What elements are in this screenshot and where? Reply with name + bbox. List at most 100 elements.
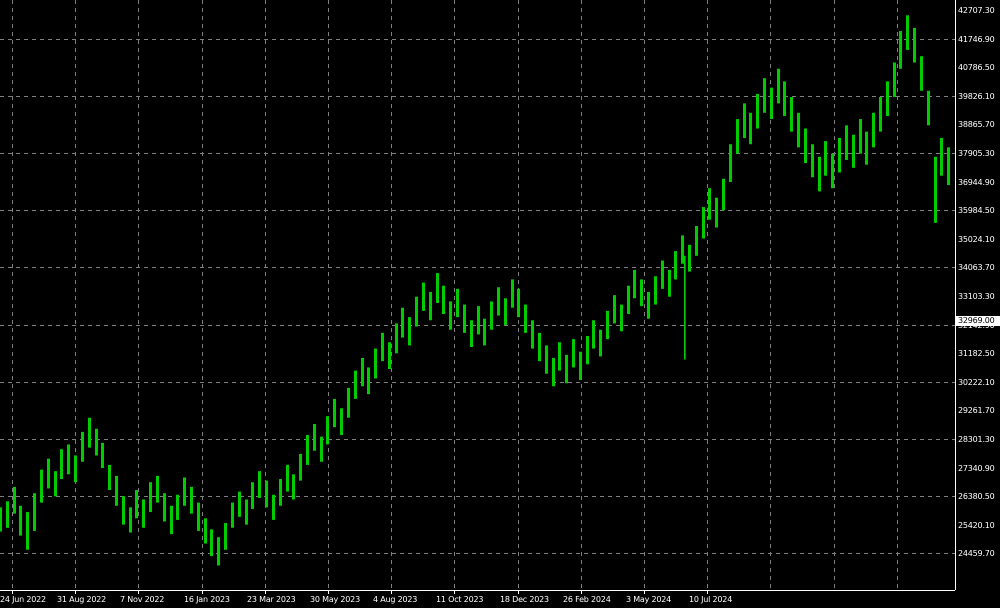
price-bar bbox=[661, 260, 664, 289]
time-axis-label: 31 Aug 2022 bbox=[57, 595, 107, 604]
chart-plot-area[interactable] bbox=[0, 0, 955, 590]
time-axis-label: 26 Feb 2024 bbox=[563, 595, 611, 604]
price-bar bbox=[135, 490, 138, 519]
price-bar bbox=[279, 479, 282, 506]
price-bar bbox=[286, 464, 289, 492]
price-bar bbox=[613, 295, 616, 324]
price-axis-label: 24459.70 bbox=[958, 549, 995, 559]
price-bar bbox=[19, 505, 22, 536]
axis-corner bbox=[955, 590, 1000, 608]
time-axis-tick bbox=[391, 590, 392, 594]
time-axis-label: 4 Aug 2023 bbox=[373, 595, 418, 604]
time-axis-line bbox=[0, 590, 955, 591]
price-bar bbox=[470, 320, 473, 347]
price-axis-label: 29261.70 bbox=[958, 406, 995, 416]
price-bar bbox=[292, 474, 295, 500]
price-bar bbox=[592, 320, 595, 349]
time-axis-tick bbox=[707, 590, 708, 594]
time-axis-label: 18 Dec 2023 bbox=[500, 595, 549, 604]
price-bar bbox=[736, 119, 739, 154]
price-bar bbox=[361, 358, 364, 387]
price-axis-label: 31182.50 bbox=[958, 349, 995, 359]
current-bar bbox=[684, 255, 686, 360]
price-axis-label: 37905.30 bbox=[958, 149, 995, 158]
price-bar bbox=[824, 141, 827, 176]
time-axis[interactable]: 24 Jun 2022 31 Aug 2022 7 Nov 2022 16 Jan 2… bbox=[0, 590, 955, 608]
price-bar bbox=[504, 298, 507, 325]
price-bar bbox=[668, 269, 671, 297]
time-axis-label: 7 Nov 2022 bbox=[120, 595, 165, 604]
price-bar bbox=[183, 477, 186, 506]
price-bar bbox=[429, 291, 432, 321]
price-bar bbox=[13, 486, 16, 514]
price-bar bbox=[777, 68, 780, 104]
price-bar bbox=[899, 31, 902, 69]
price-bar bbox=[176, 494, 179, 520]
time-axis-tick bbox=[75, 590, 76, 594]
price-bar bbox=[688, 244, 691, 272]
price-axis-label: 28301.30 bbox=[958, 435, 995, 444]
price-bar bbox=[60, 449, 63, 480]
price-bar bbox=[333, 398, 336, 428]
price-bar bbox=[620, 304, 623, 332]
price-bar bbox=[838, 137, 841, 173]
price-bar bbox=[606, 310, 609, 340]
price-bar bbox=[81, 431, 84, 462]
price-bar bbox=[320, 436, 323, 462]
price-axis-line bbox=[955, 0, 956, 590]
price-bar bbox=[872, 112, 875, 148]
time-axis-label: 30 May 2023 bbox=[310, 595, 360, 604]
time-axis-label: 16 Jan 2023 bbox=[184, 595, 230, 604]
price-bar bbox=[818, 156, 821, 192]
price-bar bbox=[770, 87, 773, 120]
price-bar bbox=[811, 144, 814, 178]
time-axis-tick bbox=[12, 590, 13, 594]
price-axis-label: 25420.10 bbox=[958, 520, 995, 530]
price-bar bbox=[852, 134, 855, 168]
time-axis-label: 23 Mar 2023 bbox=[247, 595, 296, 604]
price-bar bbox=[265, 480, 268, 508]
price-bar bbox=[149, 482, 152, 513]
price-bar bbox=[26, 512, 29, 550]
price-bar bbox=[579, 351, 582, 381]
time-axis-label: 3 May 2024 bbox=[626, 595, 672, 604]
price-bars-layer bbox=[0, 15, 950, 566]
price-axis[interactable]: 42707.30 41746.90 40786.50 39826.10 38865.70… bbox=[955, 0, 1000, 590]
time-axis-label: 11 Oct 2023 bbox=[436, 595, 484, 604]
price-bar bbox=[354, 370, 357, 399]
price-bar bbox=[347, 387, 350, 418]
price-bar bbox=[831, 153, 834, 189]
price-bar bbox=[708, 188, 711, 220]
price-bar bbox=[647, 291, 650, 319]
price-bar bbox=[654, 276, 657, 305]
price-bar bbox=[558, 342, 561, 371]
price-bar bbox=[156, 475, 159, 503]
price-bar bbox=[695, 225, 698, 256]
time-axis-tick bbox=[328, 590, 329, 594]
price-bar bbox=[497, 287, 500, 316]
price-bar bbox=[456, 288, 459, 318]
price-bar bbox=[415, 296, 418, 327]
price-bar bbox=[204, 518, 207, 544]
price-bar bbox=[477, 306, 480, 335]
current-price-tag: 32969.00 bbox=[956, 316, 1000, 326]
price-bar bbox=[374, 348, 377, 379]
price-bar bbox=[313, 424, 316, 451]
price-bar bbox=[40, 469, 43, 503]
price-axis-label: 27340.90 bbox=[958, 463, 995, 473]
price-bar bbox=[886, 81, 889, 116]
price-bar bbox=[483, 318, 486, 346]
price-bar bbox=[681, 235, 684, 264]
price-bar bbox=[633, 269, 636, 299]
time-axis-tick bbox=[202, 590, 203, 594]
price-bar bbox=[422, 282, 425, 311]
price-bar bbox=[101, 442, 104, 469]
time-axis-tick bbox=[454, 590, 455, 594]
price-bar bbox=[538, 332, 541, 362]
price-bar bbox=[906, 15, 909, 50]
price-bar bbox=[340, 408, 343, 436]
price-bar bbox=[197, 502, 200, 531]
price-bar bbox=[524, 304, 527, 333]
price-bar bbox=[674, 251, 677, 280]
time-axis-tick bbox=[138, 590, 139, 594]
